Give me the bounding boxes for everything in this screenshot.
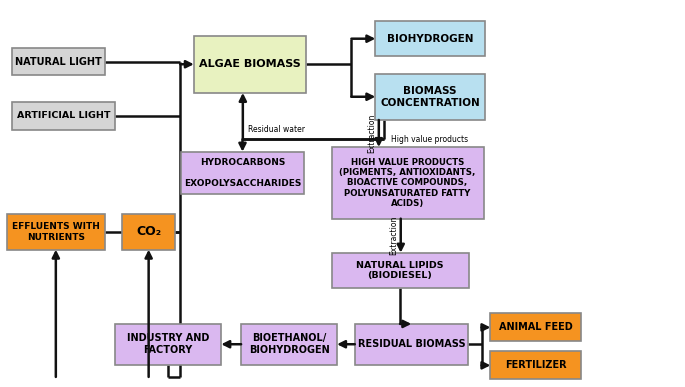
FancyBboxPatch shape (194, 36, 306, 93)
Text: BIOHYDROGEN: BIOHYDROGEN (387, 34, 473, 44)
Text: ARTIFICIAL LIGHT: ARTIFICIAL LIGHT (17, 111, 110, 120)
Text: CO₂: CO₂ (136, 225, 161, 238)
Text: BIOETHANOL/
BIOHYDROGEN: BIOETHANOL/ BIOHYDROGEN (249, 334, 329, 355)
FancyBboxPatch shape (355, 324, 468, 365)
FancyBboxPatch shape (375, 21, 485, 56)
FancyBboxPatch shape (490, 351, 581, 379)
Text: HYDROCARBONS

EXOPOLYSACCHARIDES: HYDROCARBONS EXOPOLYSACCHARIDES (184, 158, 301, 188)
Text: BIOMASS
CONCENTRATION: BIOMASS CONCENTRATION (380, 86, 480, 108)
Text: FERTILIZER: FERTILIZER (505, 360, 566, 370)
Text: EFFLUENTS WITH
NUTRIENTS: EFFLUENTS WITH NUTRIENTS (12, 222, 100, 241)
FancyBboxPatch shape (332, 147, 484, 219)
FancyBboxPatch shape (375, 74, 485, 120)
Text: RESIDUAL BIOMASS: RESIDUAL BIOMASS (358, 339, 465, 349)
Text: ALGAE BIOMASS: ALGAE BIOMASS (199, 59, 301, 69)
FancyBboxPatch shape (7, 214, 105, 250)
Text: HIGH VALUE PRODUCTS
(PIGMENTS, ANTIOXIDANTS,
BIOACTIVE COMPOUNDS,
POLYUNSATURATE: HIGH VALUE PRODUCTS (PIGMENTS, ANTIOXIDA… (339, 158, 476, 208)
Text: Extraction: Extraction (389, 216, 399, 255)
FancyBboxPatch shape (122, 214, 175, 250)
Text: Residual water: Residual water (248, 125, 306, 134)
Text: High value products: High value products (391, 135, 469, 144)
Text: Extraction: Extraction (367, 114, 377, 153)
FancyBboxPatch shape (241, 324, 337, 365)
Text: INDUSTRY AND
FACTORY: INDUSTRY AND FACTORY (127, 334, 210, 355)
FancyBboxPatch shape (332, 253, 469, 288)
Text: ANIMAL FEED: ANIMAL FEED (499, 322, 573, 332)
FancyBboxPatch shape (115, 324, 221, 365)
FancyBboxPatch shape (490, 313, 581, 341)
FancyBboxPatch shape (181, 152, 304, 194)
Text: NATURAL LIGHT: NATURAL LIGHT (15, 57, 102, 67)
Text: NATURAL LIPIDS
(BIODIESEL): NATURAL LIPIDS (BIODIESEL) (356, 261, 444, 280)
FancyBboxPatch shape (12, 48, 105, 75)
FancyBboxPatch shape (12, 102, 115, 130)
